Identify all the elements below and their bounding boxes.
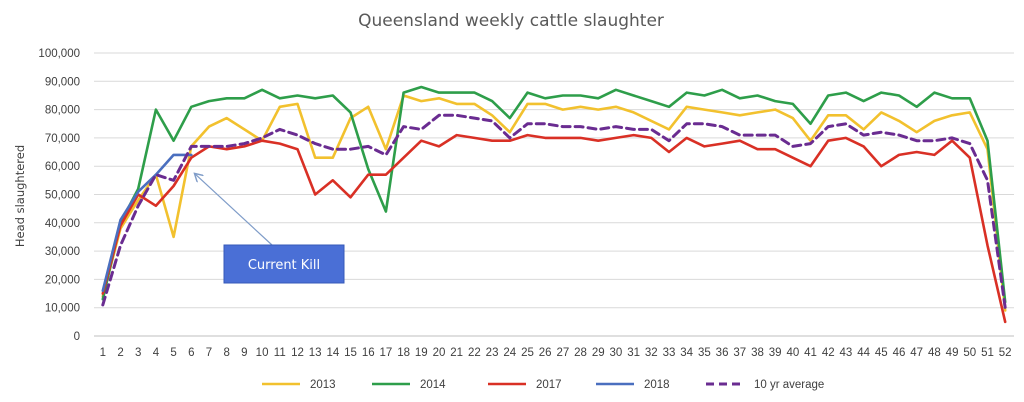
x-tick-label: 24 (503, 347, 516, 359)
x-tick-label: 51 (981, 347, 994, 359)
legend-label: 2017 (536, 379, 562, 391)
x-tick-label: 13 (309, 347, 322, 359)
x-tick-label: 46 (893, 347, 906, 359)
x-tick-label: 7 (206, 347, 212, 359)
annotation-arrow (195, 174, 273, 246)
x-tick-label: 15 (344, 347, 357, 359)
x-tick-label: 5 (170, 347, 176, 359)
y-tick-label: 0 (74, 331, 80, 343)
x-tick-label: 30 (610, 347, 623, 359)
y-tick-label: 10,000 (45, 303, 80, 315)
series-lines (101, 85, 1007, 324)
legend-label: 2018 (644, 379, 670, 391)
y-tick-label: 30,000 (45, 246, 80, 258)
annotation-current-kill: Current Kill (195, 174, 345, 284)
legend-label: 10 yr average (754, 379, 824, 391)
x-tick-label: 17 (380, 347, 393, 359)
x-tick-label: 3 (135, 347, 141, 359)
x-tick-label: 1 (100, 347, 106, 359)
y-tick-label: 20,000 (45, 274, 80, 286)
legend: 2013 2014 2017 2018 10 yr average (262, 379, 824, 391)
x-tick-label: 50 (963, 347, 976, 359)
y-tick-label: 90,000 (45, 76, 80, 88)
y-axis-label: Head slaughtered (13, 145, 27, 247)
x-tick-label: 36 (716, 347, 729, 359)
x-tick-label: 22 (468, 347, 481, 359)
x-tick-label: 45 (875, 347, 888, 359)
annotation-label: Current Kill (248, 258, 320, 273)
x-tick-label: 35 (698, 347, 711, 359)
x-tick-label: 39 (769, 347, 782, 359)
x-tick-label: 23 (486, 347, 499, 359)
x-tick-label: 4 (153, 347, 160, 359)
x-tick-label: 28 (574, 347, 587, 359)
x-tick-label: 26 (539, 347, 552, 359)
legend-label: 2014 (420, 379, 446, 391)
x-tick-label: 25 (521, 347, 534, 359)
x-tick-label: 29 (592, 347, 605, 359)
series-line-2018 (101, 153, 193, 292)
x-tick-label: 18 (397, 347, 410, 359)
x-tick-label: 42 (822, 347, 835, 359)
x-tick-label: 44 (857, 347, 870, 359)
x-tick-label: 9 (241, 347, 247, 359)
x-tick-label: 47 (910, 347, 923, 359)
y-axis-ticks: 0 10,000 20,000 30,000 40,000 50,000 60,000 70,… (38, 48, 80, 343)
x-tick-label: 37 (733, 347, 746, 359)
annotation-box (223, 244, 345, 284)
x-tick-label: 14 (326, 347, 339, 359)
series-line-2017 (101, 133, 1007, 324)
x-tick-label: 34 (680, 347, 693, 359)
legend-label: 2013 (310, 379, 336, 391)
x-tick-label: 10 (256, 347, 269, 359)
x-tick-label: 19 (415, 347, 428, 359)
x-axis-ticks: 1 2 3 4 5 6 7 8 9 10 11 12 13 14 15 16 17 18 19 20 21 22 23 24 2… (100, 347, 1012, 359)
x-tick-label: 27 (556, 347, 569, 359)
x-tick-label: 16 (362, 347, 375, 359)
x-tick-label: 31 (627, 347, 640, 359)
series-line-2014 (101, 85, 1007, 304)
x-tick-label: 6 (188, 347, 194, 359)
y-tick-label: 80,000 (45, 105, 80, 117)
y-tick-label: 100,000 (38, 48, 80, 60)
x-tick-label: 48 (928, 347, 941, 359)
x-tick-label: 49 (946, 347, 959, 359)
series-line-10-yr-average (101, 113, 1007, 310)
x-tick-label: 2 (117, 347, 123, 359)
y-tick-label: 40,000 (45, 218, 80, 230)
x-tick-label: 33 (663, 347, 676, 359)
chart-title: Queensland weekly cattle slaughter (358, 11, 664, 31)
y-tick-label: 60,000 (45, 161, 80, 173)
x-tick-label: 38 (751, 347, 764, 359)
x-tick-label: 43 (840, 347, 853, 359)
x-tick-label: 12 (291, 347, 304, 359)
x-tick-label: 52 (999, 347, 1012, 359)
x-tick-label: 11 (274, 347, 286, 359)
x-tick-label: 21 (450, 347, 463, 359)
y-tick-label: 70,000 (45, 133, 80, 145)
x-tick-label: 20 (433, 347, 446, 359)
x-tick-label: 40 (786, 347, 799, 359)
x-tick-label: 32 (645, 347, 658, 359)
y-tick-label: 50,000 (45, 190, 80, 202)
x-tick-label: 8 (223, 347, 229, 359)
x-tick-label: 41 (804, 347, 817, 359)
series-line-2013 (101, 94, 1007, 312)
